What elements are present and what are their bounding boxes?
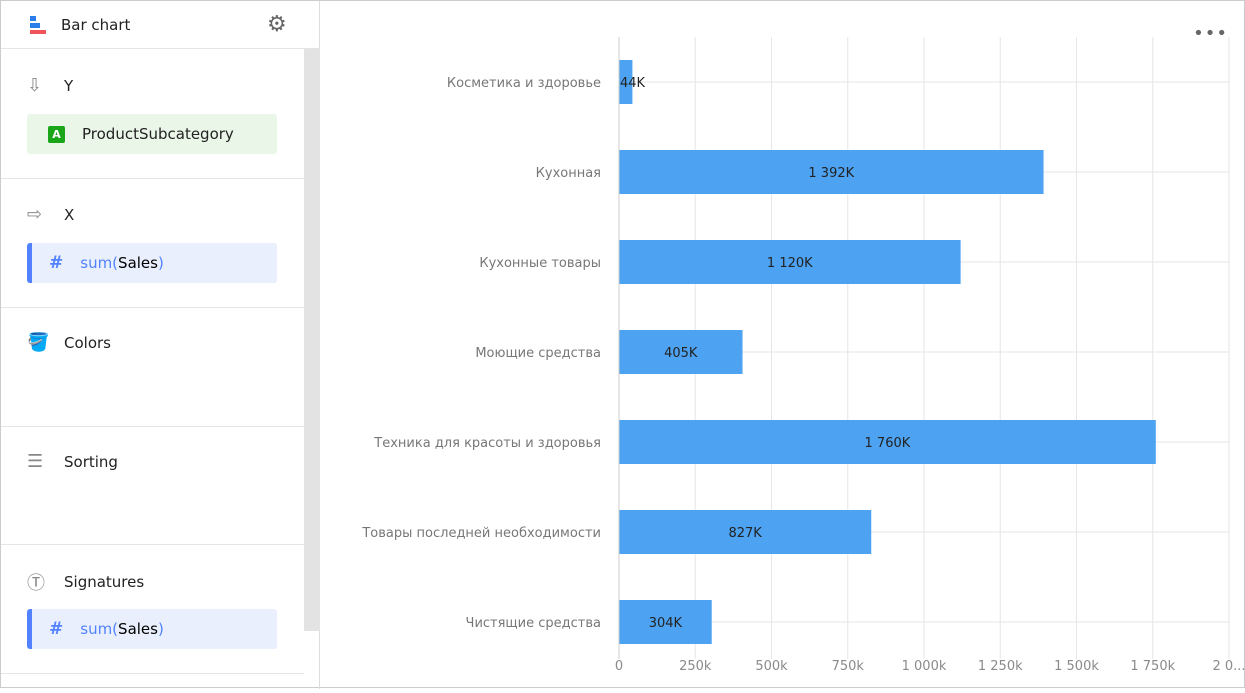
string-type-icon: A xyxy=(48,125,65,143)
bar-chart-icon xyxy=(30,15,46,34)
x-tick-label: 0 xyxy=(615,659,623,674)
y-tick-label: Косметика и здоровье xyxy=(447,76,601,91)
sort-icon: ☰ xyxy=(27,451,44,472)
field-name: Sales xyxy=(118,254,158,272)
field-fn: sum( xyxy=(80,620,119,638)
field-close: ) xyxy=(157,620,164,638)
paint-bucket-icon: 🪣 xyxy=(27,332,50,353)
data-label: 44K xyxy=(620,76,646,91)
field-fn: sum( xyxy=(80,254,119,272)
section-colors-label: Colors xyxy=(64,333,111,352)
bar xyxy=(619,150,1044,194)
x-tick-label: 500k xyxy=(755,659,788,674)
text-icon: Ⓣ xyxy=(27,573,45,594)
number-type-icon: # xyxy=(49,253,64,273)
data-label: 405K xyxy=(664,346,698,361)
number-type-icon: # xyxy=(49,619,64,639)
more-menu-icon[interactable]: ••• xyxy=(1193,23,1228,44)
field-chip-productsubcategory[interactable]: A ProductSubcategory xyxy=(27,114,277,154)
sidebar: Bar chart ⚙ ⇩ Y A ProductSubcategory ⇨ X # s… xyxy=(1,1,320,689)
data-label: 1 760K xyxy=(865,436,911,451)
sidebar-scrollbar[interactable] xyxy=(304,49,320,631)
field-name: Sales xyxy=(118,620,158,638)
x-tick-label: 750k xyxy=(832,659,865,674)
chart-type-header[interactable]: Bar chart ⚙ xyxy=(1,1,319,49)
data-label: 304K xyxy=(649,616,683,631)
y-tick-label: Товары последней необходимости xyxy=(361,526,601,541)
bar xyxy=(619,510,872,554)
section-sorting[interactable]: ☰ Sorting xyxy=(1,427,304,545)
data-label: 1 392K xyxy=(808,166,854,181)
arrow-down-icon: ⇩ xyxy=(27,75,43,96)
data-label: 1 120K xyxy=(767,256,813,271)
data-label: 827K xyxy=(728,526,762,541)
chart-area: ••• 0 250k 500k 750k 1 000k 1 250k 1 500k 1 750… xyxy=(321,1,1245,689)
section-x: ⇨ X # sum(Sales) xyxy=(1,179,304,308)
x-tick-label: 2 0... xyxy=(1212,659,1245,674)
bar xyxy=(619,60,633,104)
section-x-label: X xyxy=(64,205,75,224)
bar xyxy=(619,330,743,374)
arrow-right-icon: ⇨ xyxy=(27,204,43,225)
x-tick-label: 250k xyxy=(679,659,712,674)
section-signatures-label: Signatures xyxy=(64,573,145,591)
y-tick-label: Моющие средства xyxy=(475,346,601,361)
x-tick-label: 1 750k xyxy=(1130,659,1175,674)
x-tick-label: 1 250k xyxy=(978,659,1023,674)
bar xyxy=(619,600,712,644)
bar-chart: 0 250k 500k 750k 1 000k 1 250k 1 500k 1 750k 2 0… xyxy=(361,37,1245,674)
field-chip-sum-sales[interactable]: # sum(Sales) xyxy=(27,609,277,649)
chart-type-title: Bar chart xyxy=(61,15,131,34)
y-tick-label: Кухонные товары xyxy=(479,256,601,271)
section-sorting-label: Sorting xyxy=(64,452,118,471)
y-tick-label: Кухонная xyxy=(536,166,601,181)
field-name: ProductSubcategory xyxy=(82,125,234,143)
x-tick-label: 1 000k xyxy=(902,659,947,674)
section-colors[interactable]: 🪣 Colors xyxy=(1,308,304,427)
field-close: ) xyxy=(157,254,164,272)
section-signatures: Ⓣ Signatures # sum(Sales) xyxy=(1,545,304,674)
x-tick-label: 1 500k xyxy=(1054,659,1099,674)
section-y-label: Y xyxy=(64,76,74,95)
field-chip-sum-sales[interactable]: # sum(Sales) xyxy=(27,243,277,283)
bar xyxy=(619,240,961,284)
bar xyxy=(619,420,1156,464)
gear-icon[interactable]: ⚙ xyxy=(267,12,287,37)
y-tick-label: Чистящие средства xyxy=(466,616,601,631)
section-y: ⇩ Y A ProductSubcategory xyxy=(1,49,304,179)
y-tick-label: Техника для красоты и здоровья xyxy=(373,436,601,451)
